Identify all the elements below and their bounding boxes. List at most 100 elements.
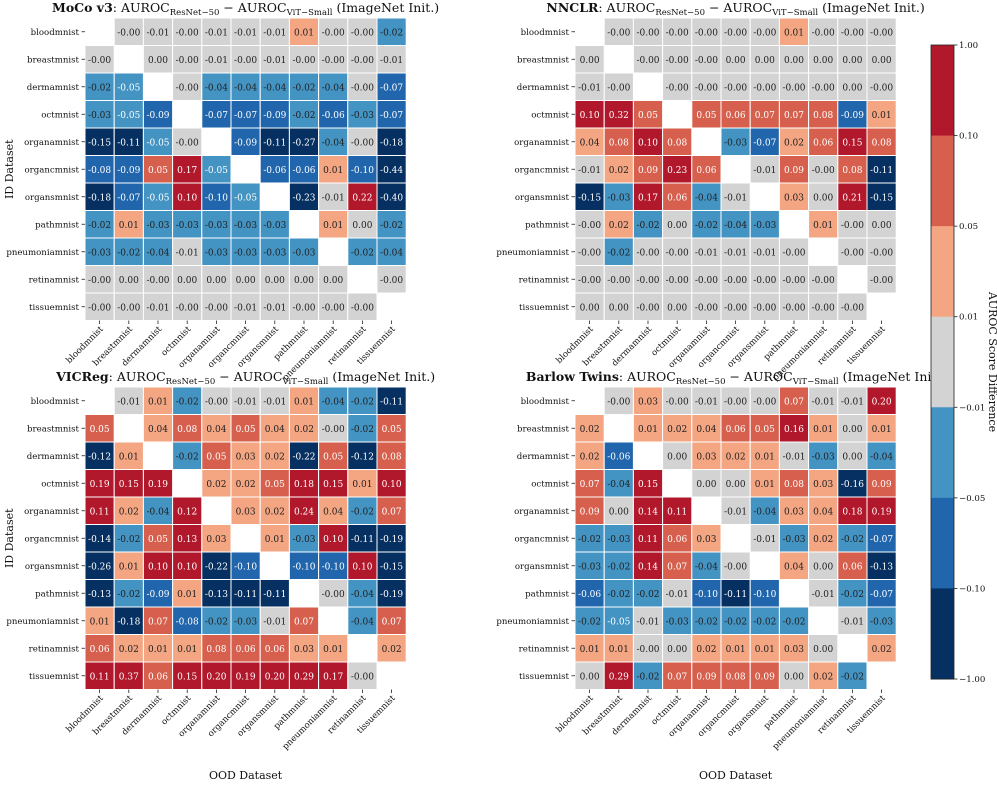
cell-label: 0.08 xyxy=(609,138,629,148)
cell-label: 0.02 xyxy=(294,425,314,435)
cell-label: -0.03 xyxy=(578,562,601,572)
cell-label: -0.02 xyxy=(841,535,864,545)
cell-label: 0.00 xyxy=(206,276,226,286)
cell-label: -0.03 xyxy=(870,617,893,627)
cell-label: -0.22 xyxy=(292,452,315,462)
cell-label: -0.00 xyxy=(812,166,835,176)
cell-label: 0.08 xyxy=(784,480,804,490)
cell-label: 0.03 xyxy=(236,507,256,517)
cell-label: -0.06 xyxy=(578,590,601,600)
heatmap-cell xyxy=(808,579,839,608)
panel-title-subscript-2: ViT−Small xyxy=(771,8,818,18)
cell-label: -0.00 xyxy=(782,303,805,313)
cell-label: -0.00 xyxy=(636,645,659,655)
cell-label: -0.07 xyxy=(870,590,893,600)
cell-label: -0.11 xyxy=(263,590,286,600)
cell-label: 0.03 xyxy=(784,507,804,517)
cell-label: 0.09 xyxy=(755,672,775,682)
heatmap-cell xyxy=(376,634,407,663)
col-tick-label: pneumoniamnist xyxy=(281,693,340,752)
cell-label: -0.00 xyxy=(205,303,228,313)
cell-label: -0.07 xyxy=(870,535,893,545)
heatmap-cell xyxy=(808,182,839,211)
cell-label: 0.10 xyxy=(382,480,402,490)
cell-label: 0.00 xyxy=(265,276,285,286)
cell-label: -0.11 xyxy=(724,590,747,600)
heatmap-cell xyxy=(778,182,810,211)
cell-label: -0.04 xyxy=(205,83,228,93)
cell-label: -0.02 xyxy=(292,83,315,93)
colorbar-segment xyxy=(931,407,954,499)
cell-label: -0.00 xyxy=(607,83,630,93)
cell-label: -0.00 xyxy=(380,276,403,286)
heatmap-cell xyxy=(347,292,378,321)
cell-label: 0.00 xyxy=(294,276,314,286)
cell-label: 0.08 xyxy=(726,672,746,682)
heatmap-cell xyxy=(837,414,868,443)
heatmap-cell xyxy=(172,441,203,470)
heatmap-cell xyxy=(603,17,634,46)
cell-label: -0.00 xyxy=(841,303,864,313)
cell-label: 0.17 xyxy=(323,672,343,682)
cell-label: 0.01 xyxy=(813,425,833,435)
cell-label: -0.01 xyxy=(322,193,345,203)
cell-label: -0.00 xyxy=(812,83,835,93)
cell-label: -0.00 xyxy=(176,303,199,313)
cell-label: -0.00 xyxy=(636,276,659,286)
heatmap-cell xyxy=(259,524,290,553)
heatmap-cell xyxy=(662,237,693,266)
heatmap-cell xyxy=(691,441,722,470)
row-tick-label: dermamnist xyxy=(27,83,80,93)
cell-label: -0.04 xyxy=(724,221,747,231)
cell-label: -0.00 xyxy=(292,56,315,66)
cell-label: -0.01 xyxy=(578,166,601,176)
cell-label: -0.00 xyxy=(176,83,199,93)
cell-label: -0.00 xyxy=(322,56,345,66)
cell-label: 0.00 xyxy=(813,562,833,572)
cell-label: 0.00 xyxy=(696,480,716,490)
cell-label: 0.06 xyxy=(726,425,746,435)
cell-label: -0.03 xyxy=(263,248,286,258)
heatmap-cell xyxy=(691,386,722,415)
cell-label: -0.00 xyxy=(666,397,689,407)
cell-label: 0.01 xyxy=(148,645,168,655)
colorbar-tick-label: −0.10 xyxy=(959,584,985,594)
row-tick-label: retinamnist xyxy=(29,644,80,654)
row-tick-label: pneumoniamnist xyxy=(496,617,569,627)
heatmap-cell xyxy=(866,182,897,211)
panel-title-suffix: (ImageNet Init.) xyxy=(328,369,435,384)
cell-label: 0.02 xyxy=(726,452,746,462)
panel-title-method: NNCLR xyxy=(546,0,599,15)
cell-label: 0.00 xyxy=(784,56,804,66)
cell-label: -0.00 xyxy=(205,397,228,407)
heatmap-cell xyxy=(632,551,664,580)
panel-title-text: : AUROC xyxy=(109,369,166,384)
heatmap-cell xyxy=(318,524,349,553)
cell-label: 0.01 xyxy=(177,590,197,600)
heatmap-cell xyxy=(259,210,290,239)
cell-label: -0.00 xyxy=(322,303,345,313)
cell-label: -0.10 xyxy=(234,562,257,572)
panel-title: NNCLR: AUROCResNet−50 − AUROCViT−Small (… xyxy=(546,0,924,18)
cell-label: -0.03 xyxy=(724,138,747,148)
heatmap-cell xyxy=(749,606,780,635)
cell-label: 0.37 xyxy=(119,672,139,682)
row-tick-label: organamnist xyxy=(24,507,79,517)
cell-label: 0.01 xyxy=(580,645,600,655)
heatmap-cell xyxy=(866,441,897,470)
row-tick-label: dermamnist xyxy=(517,83,570,93)
heatmap-cell xyxy=(574,579,605,608)
cell-label: -0.02 xyxy=(176,397,199,407)
cell-label: -0.00 xyxy=(351,56,374,66)
cell-label: 0.00 xyxy=(580,303,600,313)
cell-label: 0.00 xyxy=(726,480,746,490)
cell-label: -0.01 xyxy=(205,56,228,66)
panel-title-suffix: (ImageNet Init.) xyxy=(333,0,440,15)
heatmap-cell xyxy=(603,155,634,184)
heatmap-cell xyxy=(259,127,290,156)
cell-label: 0.08 xyxy=(177,425,197,435)
colorbar-tick-label: 0.10 xyxy=(959,132,978,142)
cell-label: -0.15 xyxy=(578,193,601,203)
cell-label: 0.07 xyxy=(784,397,804,407)
